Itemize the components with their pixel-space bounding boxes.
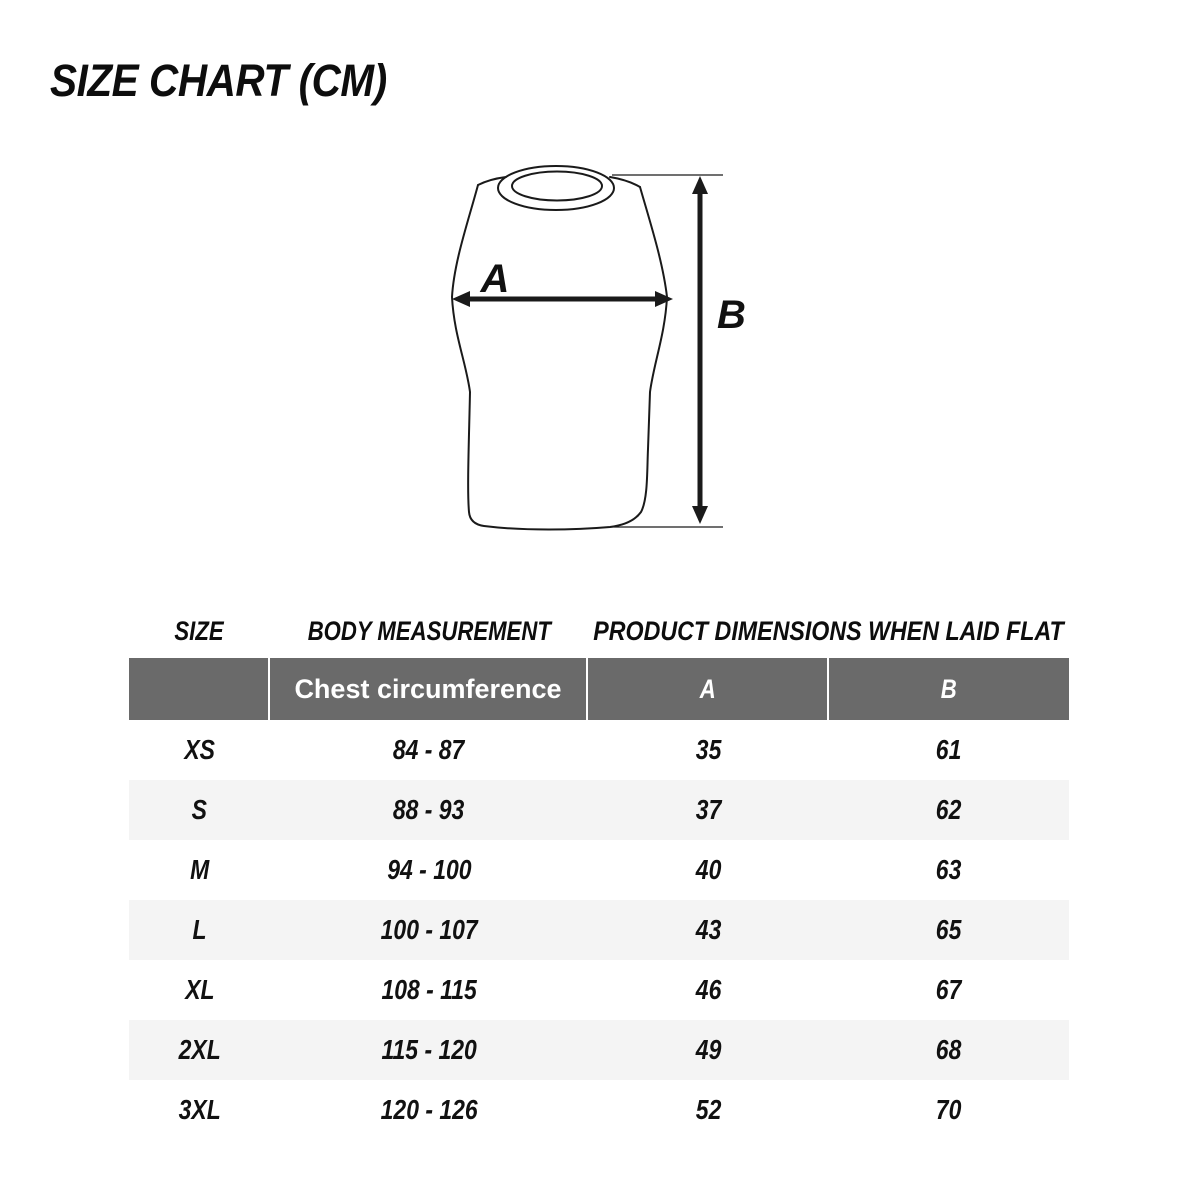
- size-cell: S: [191, 794, 208, 825]
- chest-cell: 94 - 100: [386, 854, 472, 885]
- group-header-size-label: SIZE: [174, 616, 225, 646]
- size-cell: XL: [184, 974, 215, 1005]
- group-header-product-dimensions: PRODUCT DIMENSIONS WHEN LAID FLAT: [588, 616, 1069, 647]
- subheader-chest-circumference: Chest circumference: [270, 658, 588, 720]
- dimension-b-cell: 63: [936, 854, 962, 885]
- size-cell: L: [192, 914, 207, 945]
- dimension-a-cell: 43: [695, 914, 722, 945]
- subheader-dimension-a: A: [588, 658, 829, 720]
- subheader-empty-cell: [129, 658, 270, 720]
- dimension-a-cell: 40: [695, 854, 722, 885]
- dimension-b-cell: 62: [936, 794, 962, 825]
- dimension-b-cell: 67: [936, 974, 962, 1005]
- dimension-a-cell: 37: [695, 794, 722, 825]
- subheader-b-label: B: [941, 673, 957, 704]
- tank-top-outline-icon: [451, 165, 668, 531]
- group-header-size: SIZE: [129, 616, 270, 647]
- table-row-l: L 100 - 107 43 65: [129, 900, 1069, 960]
- dimension-a-cell: 52: [695, 1094, 722, 1125]
- dimension-b-cell: 61: [936, 734, 962, 765]
- table-row-m: M 94 - 100 40 63: [129, 840, 1069, 900]
- table-subheader-row: Chest circumference A B: [129, 658, 1069, 720]
- table-row-xl: XL 108 - 115 46 67: [129, 960, 1069, 1020]
- dimension-a-cell: 49: [695, 1034, 722, 1065]
- size-cell: XS: [184, 734, 215, 765]
- chest-cell: 100 - 107: [380, 914, 478, 945]
- dimension-a-cell: 35: [695, 734, 722, 765]
- table-row-3xl: 3XL 120 - 126 52 70: [129, 1080, 1069, 1140]
- table-row-s: S 88 - 93 37 62: [129, 780, 1069, 840]
- chest-cell: 108 - 115: [381, 974, 477, 1005]
- width-dimension-label: A: [480, 257, 510, 301]
- size-table: SIZE BODY MEASUREMENT PRODUCT DIMENSIONS…: [129, 605, 1069, 1140]
- table-row-2xl: 2XL 115 - 120 49 68: [129, 1020, 1069, 1080]
- subheader-a-label: A: [699, 673, 716, 704]
- table-body: XS 84 - 87 35 61 S 88 - 93 37 62 M 94 - …: [129, 720, 1069, 1140]
- group-header-product-dimensions-label: PRODUCT DIMENSIONS WHEN LAID FLAT: [593, 616, 1064, 646]
- subheader-chest-label: Chest circumference: [294, 673, 562, 704]
- chest-cell: 120 - 126: [380, 1094, 478, 1125]
- chest-cell: 115 - 120: [381, 1034, 477, 1065]
- height-dimension-label: B: [717, 293, 746, 337]
- page-title-text: SIZE CHART (CM): [50, 55, 387, 106]
- subheader-dimension-b: B: [829, 658, 1069, 720]
- dimension-b-cell: 65: [936, 914, 962, 945]
- size-cell: M: [189, 854, 210, 885]
- chest-cell: 84 - 87: [393, 734, 465, 765]
- size-cell: 2XL: [178, 1034, 221, 1065]
- group-header-body-measurement: BODY MEASUREMENT: [270, 616, 588, 647]
- dimension-b-cell: 68: [936, 1034, 962, 1065]
- tank-top-diagram: A B: [451, 165, 746, 531]
- group-header-body-measurement-label: BODY MEASUREMENT: [307, 616, 551, 646]
- table-group-header-row: SIZE BODY MEASUREMENT PRODUCT DIMENSIONS…: [129, 605, 1069, 658]
- table-row-xs: XS 84 - 87 35 61: [129, 720, 1069, 780]
- dimension-lines: [452, 174, 723, 528]
- dimension-b-cell: 70: [936, 1094, 962, 1125]
- chest-cell: 88 - 93: [393, 794, 465, 825]
- page-title: SIZE CHART (CM): [50, 55, 424, 107]
- size-cell: 3XL: [178, 1094, 221, 1125]
- dimension-a-cell: 46: [695, 974, 722, 1005]
